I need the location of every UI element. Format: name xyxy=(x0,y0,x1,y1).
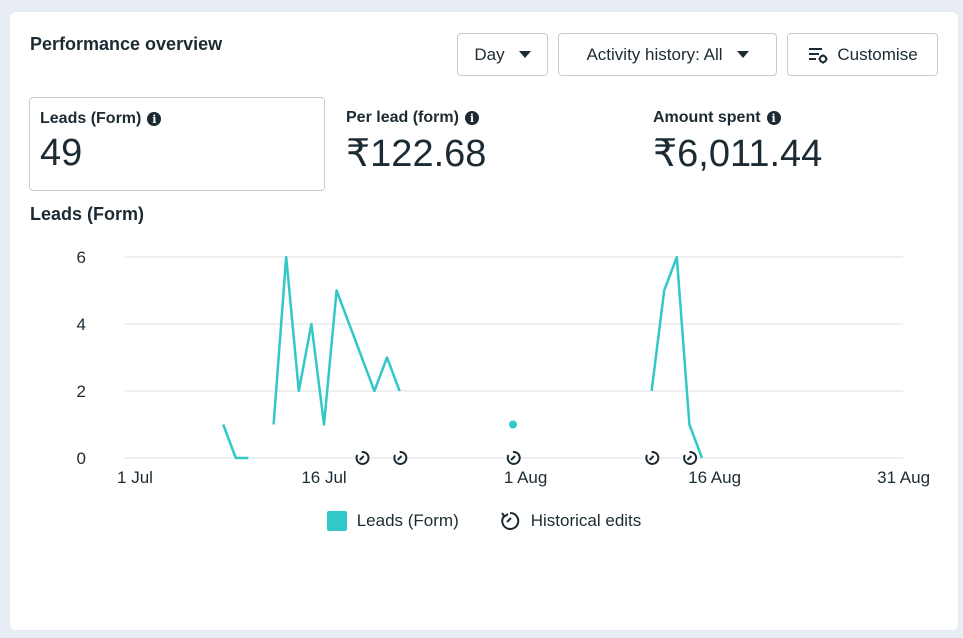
data-point xyxy=(509,420,517,429)
activity-history-label: Activity history: All xyxy=(586,44,723,64)
info-icon[interactable]: i xyxy=(147,112,162,126)
performance-overview-card: Performance overview Day Activity histor… xyxy=(10,12,958,630)
page-title: Performance overview xyxy=(30,34,223,54)
day-dropdown[interactable]: Day xyxy=(457,33,548,76)
x-tick-label: 1 Jul xyxy=(117,468,153,487)
metric-amount-spent[interactable]: Amount spent i ₹6,011.44 xyxy=(643,97,939,191)
caret-down-icon xyxy=(736,51,749,58)
legend-item-historical-edits[interactable]: Historical edits xyxy=(499,510,642,532)
series-line xyxy=(272,255,401,426)
historical-edit-marker[interactable] xyxy=(391,450,408,466)
chart-legend: Leads (Form) Historical edits xyxy=(10,510,958,532)
customise-button[interactable]: Customise xyxy=(787,33,938,76)
legend-label: Leads (Form) xyxy=(356,511,459,530)
y-tick-label: 4 xyxy=(77,315,86,334)
historical-edit-marker[interactable] xyxy=(353,450,370,466)
leads-line-chart: 0 2 4 6 1 Jul 16 Jul 1 Aug 16 Aug 31 Aug xyxy=(77,248,931,487)
metric-label: Per lead (form) xyxy=(346,109,459,126)
y-tick-label: 2 xyxy=(77,382,86,401)
legend-swatch xyxy=(326,511,347,531)
metric-per-lead[interactable]: Per lead (form) i ₹122.68 xyxy=(336,97,632,191)
metric-value: 49 xyxy=(40,132,83,174)
x-tick-label: 16 Aug xyxy=(688,468,741,487)
historical-edit-marker[interactable] xyxy=(681,450,698,466)
customise-icon xyxy=(809,47,828,63)
y-tick-label: 6 xyxy=(77,248,86,267)
metric-value: ₹6,011.44 xyxy=(653,133,823,175)
x-tick-label: 1 Aug xyxy=(504,468,548,487)
legend-item-leads[interactable]: Leads (Form) xyxy=(326,510,459,532)
x-tick-label: 16 Jul xyxy=(301,468,346,487)
activity-history-dropdown[interactable]: Activity history: All xyxy=(558,33,777,76)
historical-edits-icon xyxy=(500,511,519,530)
y-tick-label: 0 xyxy=(77,449,86,468)
chart-title: Leads (Form) xyxy=(30,204,145,224)
metric-value: ₹122.68 xyxy=(346,133,487,175)
x-tick-label: 31 Aug xyxy=(877,468,930,487)
info-icon[interactable]: i xyxy=(464,111,479,125)
caret-down-icon xyxy=(518,51,531,58)
info-icon[interactable]: i xyxy=(766,111,781,125)
customise-label: Customise xyxy=(837,44,918,64)
metric-label: Leads (Form) xyxy=(40,110,142,127)
legend-label: Historical edits xyxy=(530,511,642,530)
metric-label: Amount spent xyxy=(653,109,761,126)
series-line xyxy=(222,424,249,460)
historical-edit-marker[interactable] xyxy=(643,450,660,466)
metric-leads-form[interactable]: Leads (Form) i 49 xyxy=(29,97,325,191)
historical-edit-marker[interactable] xyxy=(505,450,521,466)
series-line xyxy=(650,255,704,459)
day-dropdown-label: Day xyxy=(474,44,505,64)
